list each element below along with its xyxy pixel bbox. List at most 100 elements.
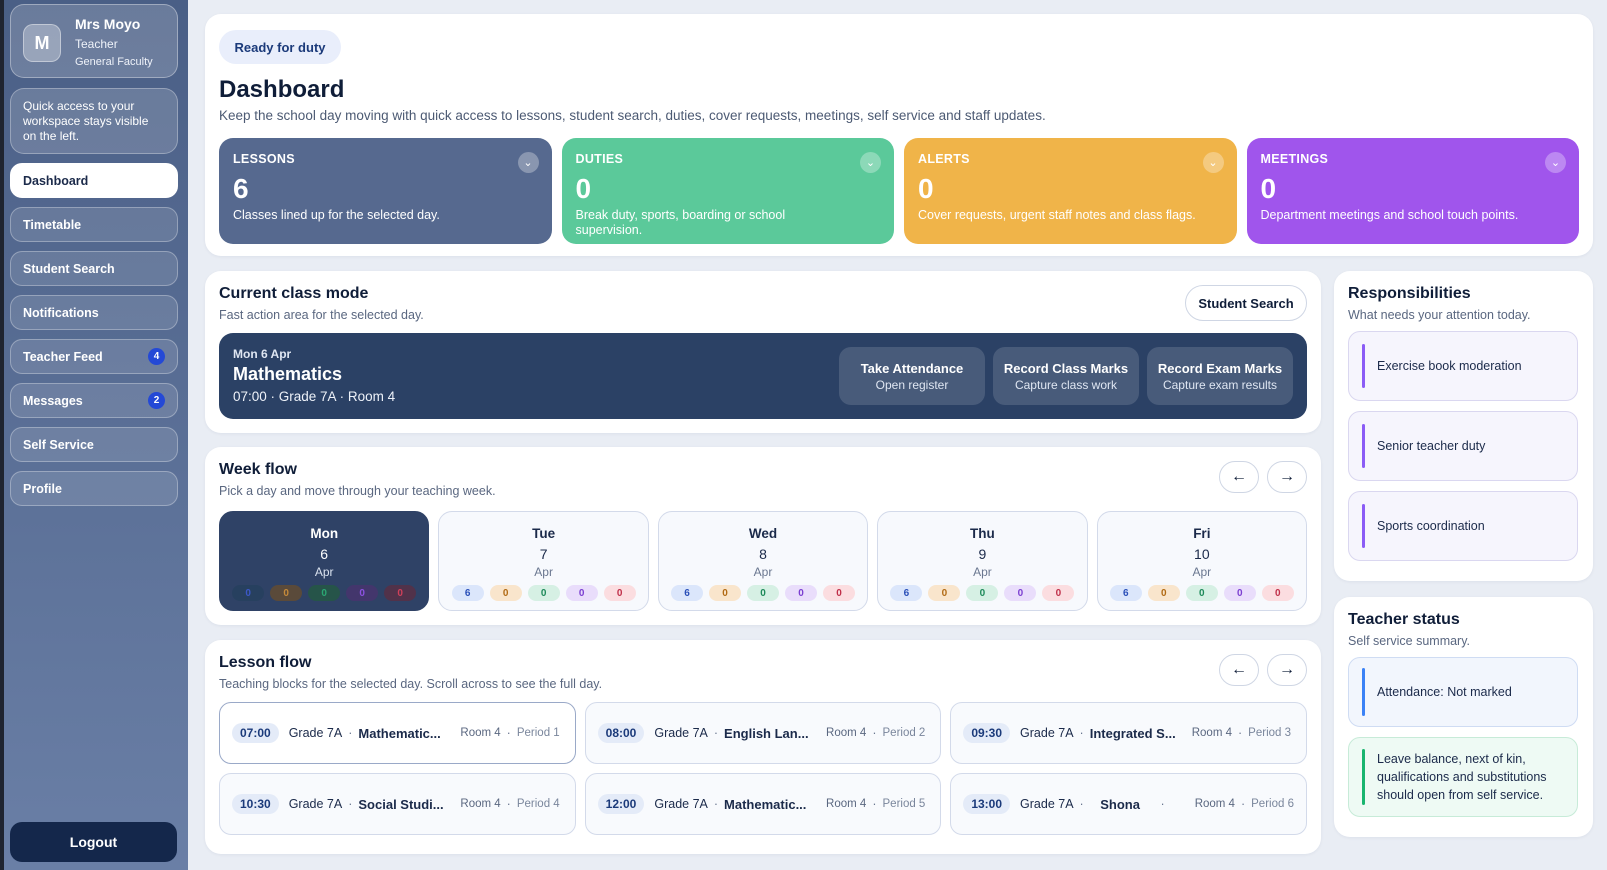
week-flow-card: Week flow Pick a day and move through yo…: [205, 447, 1321, 625]
stat-description: Department meetings and school touch poi…: [1260, 208, 1519, 222]
stat-value: 0: [575, 173, 592, 204]
self-service-note[interactable]: Leave balance, next of kin, qualificatio…: [1348, 737, 1578, 817]
arrow-right-icon[interactable]: →: [1267, 461, 1307, 493]
day-counts: 6 0 0 0 0: [1098, 585, 1306, 601]
attendance-status[interactable]: Attendance: Not marked: [1348, 657, 1578, 727]
arrow-left-icon[interactable]: ←: [1219, 461, 1259, 493]
lesson-block[interactable]: 10:30 Grade 7A · Social Studi... Room 4 …: [219, 773, 576, 835]
action-subtitle: Open register: [875, 377, 949, 392]
responsibility-item[interactable]: Sports coordination: [1348, 491, 1578, 561]
stat-value: 6: [233, 173, 249, 204]
alerts-count: 0: [1185, 585, 1218, 601]
logout-button[interactable]: Logout: [10, 822, 177, 862]
responsibility-item[interactable]: Senior teacher duty: [1348, 411, 1578, 481]
section-subtitle: Teaching blocks for the selected day. Sc…: [219, 677, 603, 691]
class-subject: Mathematics: [233, 364, 343, 384]
lesson-block[interactable]: 12:00 Grade 7A · Mathematic... Room 4 · …: [584, 773, 942, 835]
duties-count: 0: [928, 585, 961, 601]
profile-card[interactable]: M Mrs Moyo Teacher General Faculty: [10, 4, 178, 78]
stat-card-lessons[interactable]: LESSONS 6 Classes lined up for the selec…: [219, 138, 552, 244]
chevron-down-icon[interactable]: ⌄: [860, 152, 881, 173]
lesson-period: Period 4: [516, 798, 560, 810]
flags-count: 0: [1042, 585, 1075, 601]
separator: ·: [1079, 797, 1084, 811]
page-subtitle: Keep the school day moving with quick ac…: [219, 108, 1046, 123]
day-name: Mon: [310, 526, 339, 541]
flags-count: 0: [1261, 585, 1294, 601]
profile-department: General Faculty: [75, 56, 153, 68]
sidebar-item-label: Student Search: [23, 261, 115, 276]
lesson-subject: Integrated S...: [1089, 725, 1176, 741]
unread-count-badge: 4: [148, 348, 165, 365]
separator: ·: [506, 797, 511, 811]
day-selector: Mon 6 Apr 0 0 0 0 0 Tue 7 Apr 6 0 0 0 0: [219, 511, 1308, 611]
chevron-down-icon[interactable]: ⌄: [1545, 152, 1566, 173]
stat-card-alerts[interactable]: ALERTS 0 Cover requests, urgent staff no…: [904, 138, 1237, 244]
day-card-mon[interactable]: Mon 6 Apr 0 0 0 0 0: [219, 511, 430, 611]
separator: ·: [1160, 797, 1165, 811]
chevron-down-icon[interactable]: ⌄: [1202, 152, 1224, 173]
sidebar-item-dashboard[interactable]: Dashboard: [10, 163, 178, 198]
lesson-block[interactable]: 09:30 Grade 7A · Integrated S... Room 4 …: [950, 702, 1307, 764]
sidebar-item-label: Messages: [23, 393, 83, 408]
status-badge: Ready for duty: [219, 30, 341, 64]
stat-description: Classes lined up for the selected day.: [233, 208, 440, 222]
day-month: Apr: [314, 565, 334, 579]
record-exam-marks-button[interactable]: Record Exam Marks Capture exam results: [1147, 347, 1293, 405]
stat-description: Break duty, sports, boarding or school s…: [575, 208, 786, 237]
separator: ·: [1079, 726, 1084, 740]
take-attendance-button[interactable]: Take Attendance Open register: [839, 347, 985, 405]
separator: ·: [1238, 726, 1243, 740]
day-card-fri[interactable]: Fri 10 Apr 6 0 0 0 0: [1096, 511, 1308, 611]
meetings-count: 0: [1223, 585, 1256, 601]
sidebar-item-teacher-feed[interactable]: Teacher Feed 4: [10, 339, 178, 374]
accent-bar: [1362, 668, 1365, 716]
action-title: Take Attendance: [860, 360, 964, 376]
stat-card-meetings[interactable]: MEETINGS 0 Department meetings and schoo…: [1246, 138, 1579, 244]
separator: ·: [872, 797, 877, 811]
sidebar-item-profile[interactable]: Profile: [10, 471, 178, 506]
sidebar-item-student-search[interactable]: Student Search: [10, 251, 178, 286]
action-title: Record Class Marks: [1003, 360, 1129, 376]
flags-count: 0: [603, 585, 636, 601]
sidebar-item-timetable[interactable]: Timetable: [10, 207, 178, 242]
responsibility-item[interactable]: Exercise book moderation: [1348, 331, 1578, 401]
accent-bar: [1362, 749, 1365, 805]
day-counts: 6 0 0 0 0: [439, 585, 647, 601]
section-subtitle: Self service summary.: [1348, 634, 1471, 648]
day-card-wed[interactable]: Wed 8 Apr 6 0 0 0 0: [657, 511, 869, 611]
record-class-marks-button[interactable]: Record Class Marks Capture class work: [993, 347, 1139, 405]
stat-cards: LESSONS 6 Classes lined up for the selec…: [219, 138, 1579, 244]
lesson-block[interactable]: 13:00 Grade 7A · Shona · Room 4 · Period…: [950, 773, 1307, 835]
lesson-flow-card: Lesson flow Teaching blocks for the sele…: [205, 640, 1321, 854]
window-edge: [0, 0, 4, 870]
arrow-left-icon[interactable]: ←: [1219, 654, 1259, 686]
day-name: Tue: [532, 526, 556, 541]
alerts-count: 0: [966, 585, 999, 601]
lesson-block[interactable]: 07:00 Grade 7A · Mathematic... Room 4 · …: [219, 702, 576, 764]
arrow-right-icon[interactable]: →: [1267, 654, 1307, 686]
sidebar-item-messages[interactable]: Messages 2: [10, 383, 178, 418]
day-card-tue[interactable]: Tue 7 Apr 6 0 0 0 0: [438, 511, 649, 611]
dashboard-header-card: Ready for duty Dashboard Keep the school…: [205, 14, 1593, 256]
sidebar-item-label: Self Service: [23, 437, 94, 452]
day-counts: 6 0 0 0 0: [878, 585, 1086, 601]
section-title: Current class mode: [219, 285, 369, 302]
stat-card-duties[interactable]: DUTIES 0 Break duty, sports, boarding or…: [561, 138, 894, 244]
sidebar-item-notifications[interactable]: Notifications: [10, 295, 178, 330]
lesson-grade: Grade 7A: [288, 797, 343, 811]
accent-bar: [1362, 344, 1365, 388]
separator: ·: [713, 726, 719, 740]
action-title: Record Exam Marks: [1157, 360, 1283, 376]
section-subtitle: What needs your attention today.: [1348, 308, 1531, 322]
day-card-thu[interactable]: Thu 9 Apr 6 0 0 0 0: [877, 511, 1088, 611]
student-search-button[interactable]: Student Search: [1185, 285, 1307, 321]
flags-count: 0: [384, 585, 417, 601]
lesson-period: Period 5: [882, 798, 926, 810]
chevron-down-icon[interactable]: ⌄: [517, 152, 539, 173]
lesson-block[interactable]: 08:00 Grade 7A · English Lan... Room 4 ·…: [584, 702, 942, 764]
sidebar-item-self-service[interactable]: Self Service: [10, 427, 178, 462]
responsibility-label: Sports coordination: [1377, 519, 1485, 533]
section-title: Teacher status: [1348, 611, 1460, 628]
lesson-grade: Grade 7A: [288, 726, 343, 740]
